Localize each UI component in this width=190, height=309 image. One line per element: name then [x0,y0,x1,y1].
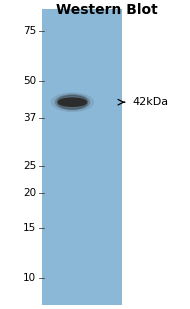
Text: 50: 50 [23,76,36,86]
Ellipse shape [58,98,86,106]
Text: 20: 20 [23,188,36,198]
Text: 75: 75 [23,26,36,36]
Text: 42kDa: 42kDa [132,97,169,107]
Ellipse shape [51,93,93,112]
Text: 37: 37 [23,113,36,123]
FancyBboxPatch shape [42,9,122,305]
Text: 15: 15 [23,223,36,233]
Text: Western Blot: Western Blot [56,3,157,17]
Text: 10: 10 [23,273,36,283]
Ellipse shape [57,95,88,109]
Text: 25: 25 [23,161,36,171]
Ellipse shape [55,95,90,110]
